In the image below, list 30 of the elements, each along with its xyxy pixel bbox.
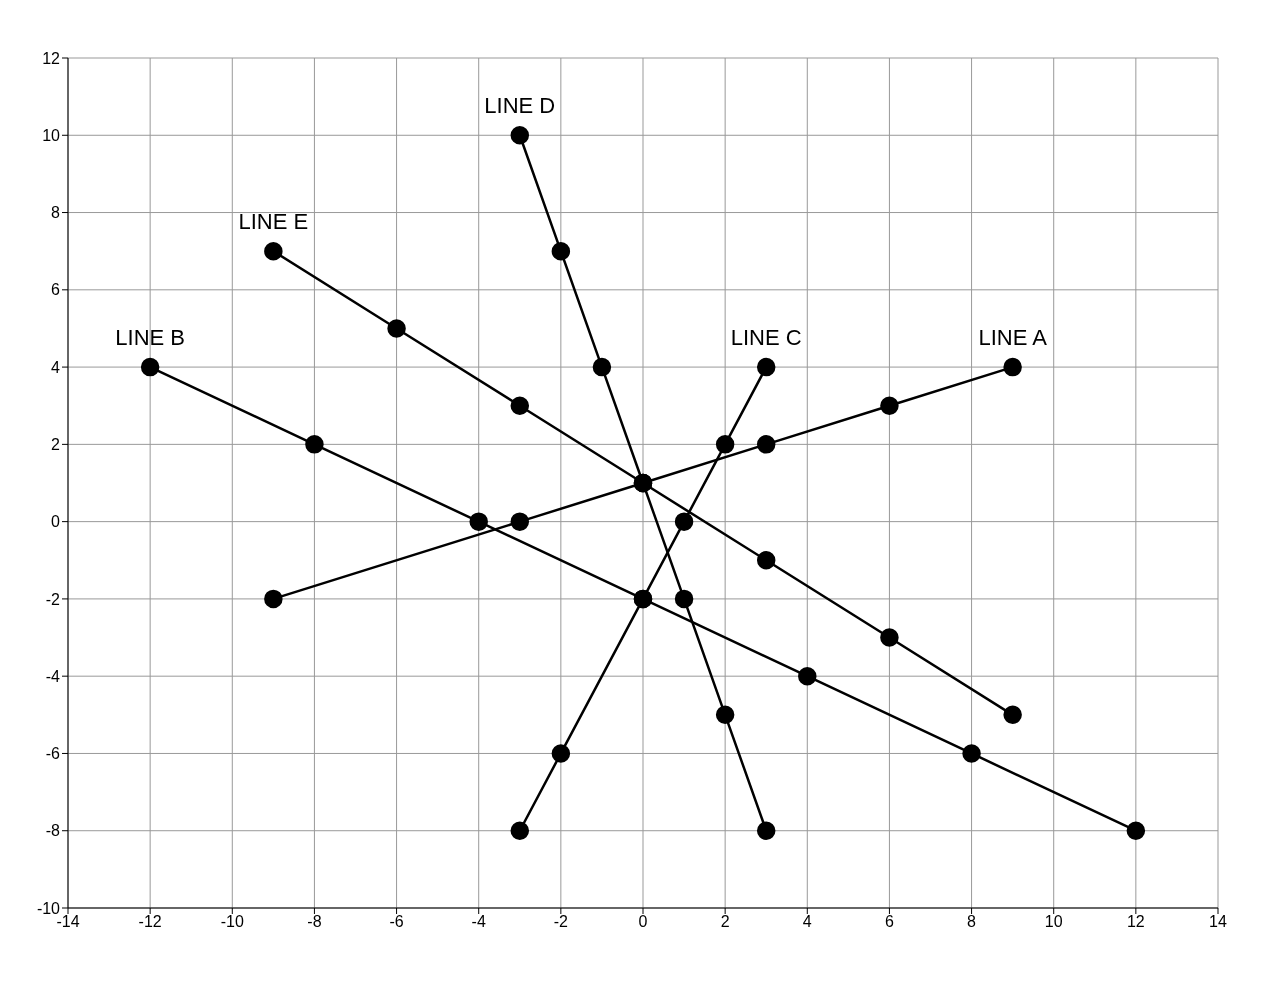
series-label: LINE E [238, 209, 309, 235]
x-tick-label: 8 [967, 913, 977, 931]
x-tick-label: 12 [1126, 913, 1145, 931]
y-tick-label: 0 [51, 513, 61, 531]
x-tick-label: -10 [220, 913, 244, 931]
y-tick-label: 2 [51, 436, 61, 454]
y-tick-label: -4 [45, 667, 61, 685]
x-tick-label: -8 [307, 913, 322, 931]
y-tick-label: 12 [42, 49, 61, 67]
y-tick-label: 10 [42, 126, 61, 144]
y-tick-label: 4 [51, 358, 61, 376]
series-label: LINE B [115, 325, 185, 351]
x-tick-label: -12 [138, 913, 162, 931]
x-tick-label: 4 [802, 913, 812, 931]
y-tick-label: -8 [45, 822, 61, 840]
x-tick-label: 2 [720, 913, 730, 931]
series-label: LINE C [730, 325, 802, 351]
series-label: LINE D [484, 93, 556, 119]
x-tick-label: 6 [884, 913, 894, 931]
x-tick-label: -4 [471, 913, 486, 931]
y-tick-label: 8 [51, 204, 61, 222]
x-tick-label: 0 [638, 913, 648, 931]
x-tick-label: 10 [1044, 913, 1063, 931]
y-tick-label: -6 [45, 745, 61, 763]
series-label: LINE A [978, 325, 1048, 351]
x-tick-label: -2 [553, 913, 569, 931]
y-tick-label: -2 [45, 590, 61, 608]
x-tick-label: 14 [1209, 913, 1227, 931]
x-tick-label: -6 [389, 913, 404, 931]
y-tick-label: 6 [51, 281, 61, 299]
